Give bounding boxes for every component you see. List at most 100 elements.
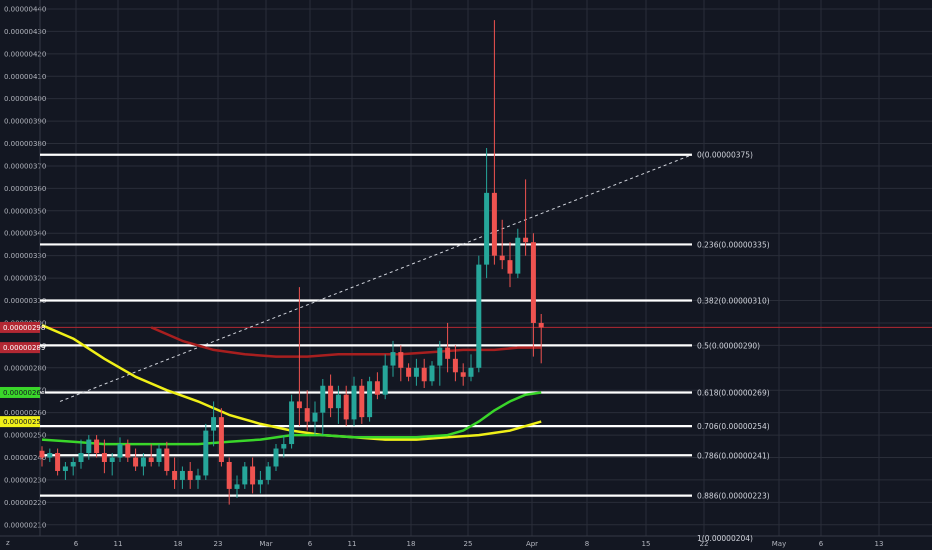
x-axis-tick-label: 22 (700, 540, 709, 548)
candle-body[interactable] (406, 367, 412, 377)
candle-body[interactable] (289, 401, 295, 445)
candle-body[interactable] (413, 367, 419, 377)
price-tag (0, 386, 40, 398)
candle-body[interactable] (328, 385, 334, 409)
y-axis-tick-label: 0.00000210 (4, 521, 46, 529)
fib-trend-line[interactable] (59, 154, 693, 402)
fib-level-label: 0.236(0.00000335) (697, 240, 770, 249)
candle-body[interactable] (499, 255, 505, 261)
candle-body[interactable] (304, 408, 310, 422)
candle-body[interactable] (70, 461, 76, 467)
candle-body[interactable] (117, 444, 123, 458)
candle-body[interactable] (218, 417, 224, 462)
candle-body[interactable] (211, 417, 217, 431)
candle-body[interactable] (133, 457, 139, 467)
candle-body[interactable] (148, 457, 154, 462)
candle-body[interactable] (86, 439, 92, 454)
candle-body[interactable] (156, 448, 162, 462)
candle-body[interactable] (109, 457, 115, 462)
candle-body[interactable] (101, 453, 107, 462)
candle-body[interactable] (140, 457, 146, 467)
candle-body[interactable] (55, 453, 61, 471)
candle-body[interactable] (367, 381, 373, 418)
x-axis-tick-label: 18 (407, 540, 416, 548)
candle-body[interactable] (507, 260, 513, 274)
candle-body[interactable] (530, 242, 536, 323)
candle-body[interactable] (273, 448, 279, 467)
candle-body[interactable] (179, 470, 185, 480)
candle-body[interactable] (476, 264, 482, 368)
candle-body[interactable] (234, 484, 240, 489)
x-axis-tick-label: 11 (348, 540, 357, 548)
candle-body[interactable] (460, 372, 466, 377)
candle-body[interactable] (421, 367, 427, 382)
candle-body[interactable] (78, 453, 84, 462)
candle-body[interactable] (125, 444, 131, 458)
candle-body[interactable] (390, 352, 396, 366)
x-axis-tick-label: 23 (214, 540, 223, 548)
y-axis-tick-label: 0.00000360 (4, 185, 46, 193)
x-axis-tick-label: Mar (259, 540, 272, 548)
moving-average-line (150, 326, 542, 358)
x-axis-tick-label: 6 (308, 540, 313, 548)
candle-body[interactable] (468, 367, 474, 377)
candle-body[interactable] (320, 385, 326, 413)
candle-body[interactable] (242, 466, 248, 485)
candle-body[interactable] (312, 412, 318, 422)
y-axis-tick-label: 0.00000400 (4, 95, 46, 103)
y-axis-tick-label: 0.00000430 (4, 28, 46, 36)
candle-body[interactable] (335, 394, 341, 409)
candle-body[interactable] (195, 475, 201, 480)
candle-body[interactable] (374, 381, 380, 395)
candle-body[interactable] (343, 394, 349, 420)
candle-body[interactable] (226, 461, 232, 489)
candle-body[interactable] (523, 237, 529, 243)
x-axis-tick-label: 11 (114, 540, 123, 548)
x-axis-tick-label: 8 (585, 540, 589, 548)
y-axis-tick-label: 0.00000340 (4, 230, 46, 238)
fib-level-label: 0.706(0.00000254) (697, 422, 770, 431)
fib-level-label: 0(0.00000375) (697, 151, 753, 160)
y-axis-tick-label: 0.00000390 (4, 118, 46, 126)
price-tag-label: 0.00000256 (3, 418, 46, 426)
candle-body[interactable] (203, 430, 209, 476)
candle-body[interactable] (296, 401, 302, 409)
candle-body[interactable] (94, 439, 100, 454)
y-axis-tick-label: 0.00000220 (4, 499, 46, 507)
candle-body[interactable] (491, 192, 497, 256)
fib-level-label: 0.786(0.00000241) (697, 451, 770, 460)
candle-body[interactable] (429, 365, 435, 382)
candle-body[interactable] (250, 466, 256, 485)
y-axis-tick-label: 0.00000380 (4, 140, 46, 148)
fib-level-label: 0.886(0.00000223) (697, 492, 770, 501)
candle-body[interactable] (359, 385, 365, 418)
candle-body[interactable] (515, 237, 521, 274)
candle-body[interactable] (452, 358, 458, 373)
timezone-icon[interactable]: z (6, 539, 10, 547)
candle-body[interactable] (164, 448, 170, 471)
candle-body[interactable] (47, 453, 53, 458)
candle-body[interactable] (484, 192, 490, 265)
candle-body[interactable] (281, 444, 287, 449)
y-axis-tick-label: 0.00000330 (4, 252, 46, 260)
x-axis-tick-label: 6 (74, 540, 79, 548)
candle-body[interactable] (445, 347, 451, 359)
candle-body[interactable] (265, 466, 271, 480)
candle-body[interactable] (538, 322, 544, 328)
y-axis-tick-label: 0.00000250 (4, 432, 46, 440)
candle-body[interactable] (257, 479, 263, 485)
candle-body[interactable] (437, 347, 443, 366)
candle-body[interactable] (351, 385, 357, 420)
candle-body[interactable] (172, 470, 178, 480)
candle-body[interactable] (39, 450, 45, 458)
candle-body[interactable] (382, 365, 388, 395)
x-axis-tick-label: 18 (174, 540, 183, 548)
price-tag (0, 416, 40, 428)
candle-body[interactable] (398, 352, 404, 368)
fib-level-label: 0.382(0.00000310) (697, 297, 770, 306)
y-axis-tick-label: 0.00000410 (4, 73, 46, 81)
candle-body[interactable] (62, 466, 68, 471)
candle-body[interactable] (187, 470, 193, 480)
